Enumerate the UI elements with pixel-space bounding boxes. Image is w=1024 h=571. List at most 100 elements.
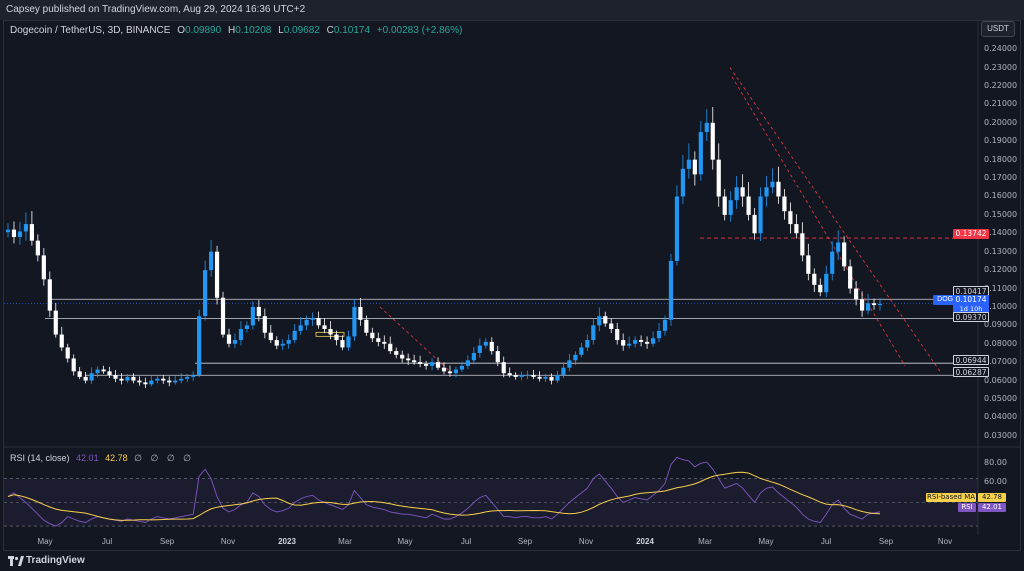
candle-body: [41, 255, 46, 280]
candle-body: [507, 373, 512, 376]
price-axis-label: 0.19000: [984, 136, 1018, 146]
rsi-ma-value: 42.78: [105, 453, 128, 463]
candle-body: [89, 373, 94, 381]
candle-body: [322, 325, 327, 330]
candle-body: [191, 375, 196, 377]
publish-bar: Capsey published on TradingView.com, Aug…: [0, 0, 1024, 20]
candle-body: [95, 369, 100, 374]
rsi-label: RSI: [958, 503, 976, 512]
candle-body: [418, 362, 423, 364]
candle-body: [531, 375, 536, 377]
price-axis-label: 0.08000: [984, 338, 1018, 348]
candle-body: [435, 362, 441, 368]
open-key: O: [177, 25, 186, 36]
publish-info: Capsey published on TradingView.com, Aug…: [6, 4, 306, 15]
price-axis-label: 0.12000: [984, 265, 1018, 275]
candle-body: [519, 375, 524, 377]
candle-body: [131, 376, 136, 381]
time-axis-label: Sep: [159, 537, 175, 546]
candle-body: [698, 132, 703, 175]
candle-body: [639, 340, 644, 342]
candle-body: [836, 242, 841, 252]
candle-body: [483, 341, 488, 346]
candle-body: [776, 181, 781, 197]
current-price-tag: 0.10174: [953, 295, 989, 305]
trendline-1: [729, 67, 941, 372]
change-value: +0.00283 (+2.86%): [376, 25, 463, 36]
time-axis-label: Mar: [698, 537, 712, 546]
candle-body: [585, 340, 590, 348]
candle-body: [865, 303, 871, 311]
candle-body: [370, 332, 375, 339]
level-tag-2: 0.09370: [953, 312, 989, 322]
rsi-axis-60: 60.00: [984, 477, 1007, 486]
candle-body: [627, 343, 632, 346]
candle-body: [770, 181, 775, 188]
candle-body: [716, 159, 721, 197]
candle-body: [477, 345, 482, 353]
low-key: L: [278, 25, 284, 36]
candle-body: [842, 242, 847, 267]
candle-body: [609, 323, 614, 330]
candle-body: [310, 317, 315, 320]
candle-body: [644, 341, 650, 344]
candle-body: [877, 303, 883, 306]
candle-body: [752, 214, 757, 234]
candle-body: [208, 251, 214, 271]
price-axis-label: 0.03000: [984, 430, 1018, 440]
level-tag-4: 0.06287: [953, 367, 989, 377]
price-axis-label: 0.22000: [984, 81, 1018, 91]
candle-body: [674, 196, 680, 261]
candle-body: [758, 196, 763, 234]
candle-body: [304, 319, 309, 326]
candle-body: [358, 306, 363, 320]
candle-body: [256, 306, 261, 317]
candle-body: [603, 316, 608, 324]
candle-body: [722, 196, 727, 215]
candle-body: [173, 380, 178, 383]
candle-body: [615, 329, 620, 341]
candle-body: [686, 159, 691, 169]
resistance-tag: 0.13742: [953, 229, 989, 239]
candle-body: [800, 233, 805, 256]
countdown-tag: 1d 10h: [953, 304, 989, 314]
time-axis-label: 2023: [278, 537, 296, 546]
currency-button[interactable]: USDT: [981, 21, 1015, 37]
price-axis-label: 0.13000: [984, 246, 1018, 256]
candle-body: [591, 325, 596, 341]
candle-body: [680, 168, 685, 197]
rsi-value: 42.01: [76, 453, 99, 463]
candle-body: [412, 360, 417, 363]
candle-body: [352, 306, 357, 337]
candle-body: [465, 360, 470, 366]
close-key: C: [326, 25, 334, 36]
candle-body: [501, 362, 506, 374]
candle-body: [35, 240, 40, 256]
candle-body: [447, 371, 453, 374]
candle-body: [859, 299, 865, 311]
candle-body: [214, 251, 220, 298]
candle-body: [579, 347, 584, 355]
candle-body: [597, 316, 602, 326]
rsi-ma-tag: 42.78: [978, 493, 1006, 502]
candle-body: [376, 338, 381, 342]
candle-body: [471, 352, 476, 361]
candle-body: [143, 382, 148, 385]
candle-body: [5, 229, 11, 233]
candle-body: [728, 200, 733, 215]
low-value: 0.09682: [283, 25, 320, 36]
price-axis-label: 0.04000: [984, 412, 1018, 422]
time-axis-label: Jul: [820, 537, 832, 546]
rsi-ma-label: RSI-based MA: [926, 493, 976, 502]
candle-body: [871, 303, 877, 306]
candle-body: [710, 122, 715, 160]
footer-brand: TradingView: [26, 555, 85, 566]
candle-body: [830, 251, 835, 274]
time-axis-label: May: [397, 537, 413, 546]
candle-body: [149, 380, 154, 385]
candle-body: [107, 371, 112, 376]
time-axis-label: Sep: [878, 537, 894, 546]
trendline-2: [731, 76, 906, 367]
candle-body: [489, 341, 494, 352]
